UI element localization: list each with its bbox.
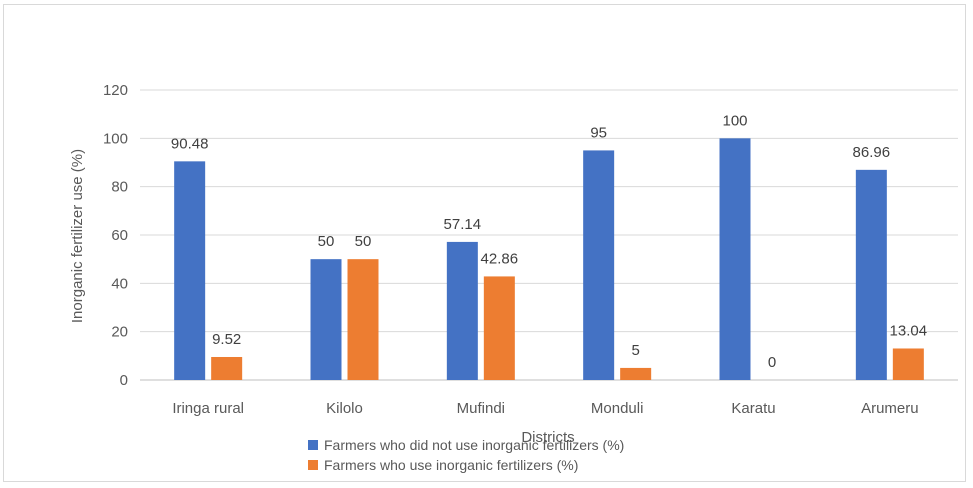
y-tick-label: 40: [111, 275, 128, 292]
bar-use-3: [620, 367, 652, 380]
y-axis-ticks: 0 20 40 60 80 100 120: [103, 82, 128, 389]
bar-use-5: [892, 348, 924, 380]
y-tick-label: 100: [103, 130, 128, 147]
bar-not-use-4: [719, 138, 751, 380]
data-label: 42.86: [481, 250, 519, 267]
bar-not-use-1: [310, 259, 342, 380]
bar-use-2: [483, 276, 515, 380]
bar-use-1: [347, 259, 379, 380]
gridlines: [140, 89, 958, 381]
legend-label: Farmers who did not use inorganic fertil…: [324, 437, 624, 453]
data-label: 95: [590, 124, 607, 141]
data-labels: 90.48 9.52 50 50 57.14 42.86 95 5 100 0 86.96 13.04: [171, 112, 927, 371]
legend-swatch: [308, 440, 318, 450]
chart-frame: [3, 4, 966, 482]
y-tick-label: 20: [111, 324, 128, 341]
x-tick-label: Kilolo: [326, 400, 363, 417]
data-label: 57.14: [444, 216, 482, 233]
x-tick-label: Mufindi: [457, 400, 505, 417]
data-label: 5: [631, 342, 639, 359]
legend-swatch: [308, 460, 318, 470]
bars: [174, 138, 924, 380]
bar-not-use-0: [174, 161, 206, 380]
bar-use-0: [211, 356, 243, 380]
x-tick-label: Karatu: [731, 400, 775, 417]
x-tick-label: Arumeru: [861, 400, 919, 417]
x-tick-label: Monduli: [591, 400, 644, 417]
data-label: 9.52: [212, 331, 241, 348]
legend: Farmers who did not use inorganic fertil…: [308, 437, 624, 473]
data-label: 86.96: [853, 144, 891, 161]
data-label: 50: [318, 233, 335, 250]
y-tick-label: 60: [111, 227, 128, 244]
x-tick-label: Iringa rural: [172, 400, 244, 417]
data-label: 50: [355, 233, 372, 250]
data-label: 90.48: [171, 135, 209, 152]
data-label: 0: [768, 354, 776, 371]
bar-not-use-5: [855, 169, 887, 380]
data-label: 13.04: [890, 322, 928, 339]
y-tick-label: 0: [120, 372, 128, 389]
y-axis-title: Inorganic fertilizer use (%): [69, 149, 86, 323]
x-axis-title: Districts: [521, 429, 574, 446]
bar-not-use-2: [446, 241, 478, 380]
x-axis-ticks: Iringa rural Kilolo Mufindi Monduli Karatu Ar…: [172, 400, 918, 417]
y-tick-label: 80: [111, 179, 128, 196]
bar-not-use-3: [583, 150, 615, 380]
legend-label: Farmers who use inorganic fertilizers (%…: [324, 457, 578, 473]
data-label: 100: [722, 112, 747, 129]
y-tick-label: 120: [103, 82, 128, 99]
